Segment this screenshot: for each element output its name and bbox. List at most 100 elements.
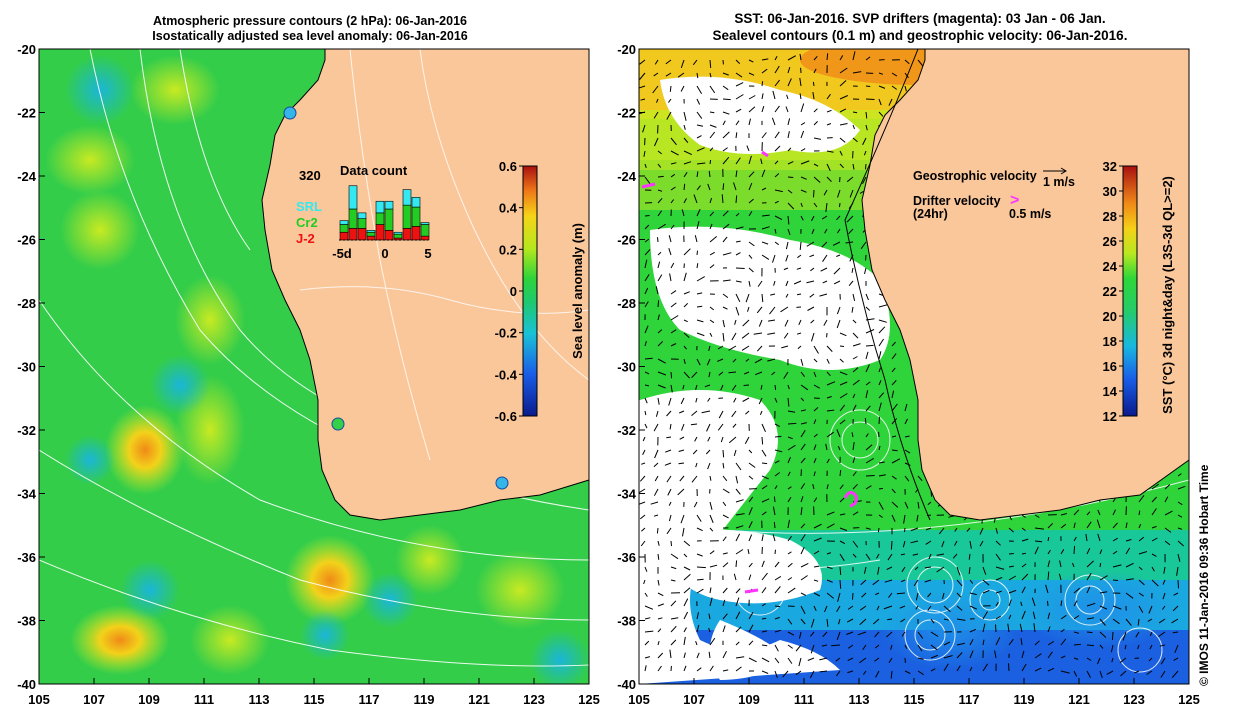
velocity-arrow bbox=[1172, 605, 1179, 612]
velocity-arrow bbox=[865, 433, 869, 438]
velocity-arrow bbox=[852, 511, 859, 516]
velocity-arrow bbox=[891, 449, 898, 452]
velocity-arrow bbox=[748, 95, 756, 100]
velocity-arrow bbox=[1171, 670, 1179, 679]
velocity-arrow bbox=[917, 631, 924, 639]
velocity-arrow bbox=[787, 456, 791, 464]
velocity-arrow bbox=[761, 68, 768, 74]
velocity-arrow bbox=[800, 397, 805, 402]
velocity-arrow bbox=[733, 397, 737, 403]
velocity-arrow bbox=[1073, 615, 1080, 620]
velocity-arrow bbox=[761, 572, 768, 581]
inset-legend-cr2: Cr2 bbox=[296, 215, 318, 230]
velocity-arrow bbox=[1072, 562, 1075, 568]
velocity-arrow bbox=[694, 235, 698, 243]
velocity-arrow bbox=[800, 422, 807, 425]
velocity-arrow bbox=[1047, 612, 1051, 620]
velocity-arrow bbox=[1125, 522, 1128, 529]
velocity-arrow bbox=[742, 319, 750, 327]
y-tick-label: -22 bbox=[17, 106, 36, 121]
velocity-arrow bbox=[1138, 566, 1143, 571]
velocity-arrow bbox=[787, 436, 793, 440]
velocity-arrow bbox=[1112, 550, 1118, 555]
velocity-arrow bbox=[670, 625, 677, 633]
velocity-arrow bbox=[696, 185, 701, 191]
inset-bar-green bbox=[339, 224, 349, 233]
velocity-arrow bbox=[1085, 533, 1088, 542]
velocity-arrow bbox=[1138, 523, 1142, 529]
velocity-arrow bbox=[864, 417, 867, 425]
velocity-arrow bbox=[852, 483, 858, 490]
velocity-arrow bbox=[848, 644, 854, 649]
velocity-arrow bbox=[852, 553, 857, 558]
velocity-arrow bbox=[722, 156, 730, 165]
velocity-arrow bbox=[941, 540, 945, 548]
left-title-line2: Isostatically adjusted sea level anomaly… bbox=[152, 29, 468, 43]
velocity-arrow bbox=[1173, 592, 1179, 596]
velocity-arrow bbox=[761, 475, 769, 480]
velocity-arrow bbox=[774, 644, 779, 652]
velocity-arrow bbox=[1047, 640, 1055, 646]
velocity-arrow bbox=[813, 202, 818, 208]
velocity-arrow bbox=[707, 436, 711, 442]
velocity-arrow bbox=[800, 618, 806, 625]
velocity-arrow bbox=[748, 198, 754, 204]
velocity-arrow bbox=[956, 665, 961, 672]
velocity-arrow bbox=[813, 407, 819, 412]
velocity-arrow bbox=[735, 252, 741, 256]
velocity-arrow bbox=[1099, 644, 1104, 649]
velocity-arrow bbox=[797, 345, 802, 350]
velocity-arrow bbox=[839, 419, 846, 425]
velocity-arrow bbox=[865, 85, 871, 87]
velocity-arrow bbox=[732, 423, 737, 428]
velocity-arrow bbox=[642, 449, 646, 456]
sla-colorbar-ramp bbox=[522, 165, 538, 417]
velocity-arrow bbox=[696, 588, 704, 594]
velocity-arrow bbox=[865, 351, 869, 360]
velocity-arrow bbox=[670, 302, 677, 308]
velocity-arrow bbox=[813, 579, 819, 582]
velocity-arrow bbox=[878, 501, 884, 510]
velocity-arrow bbox=[865, 405, 871, 412]
velocity-arrow bbox=[888, 657, 893, 663]
inset-max-label: 320 bbox=[299, 168, 321, 183]
x-tick-label: 123 bbox=[523, 692, 545, 707]
velocity-arrow bbox=[722, 613, 728, 620]
inset-bar-green bbox=[357, 218, 367, 229]
velocity-arrow bbox=[709, 319, 715, 324]
velocity-arrow bbox=[1060, 549, 1065, 555]
velocity-arrow bbox=[722, 501, 727, 507]
velocity-arrow bbox=[800, 122, 806, 126]
x-tick-label: 119 bbox=[414, 692, 435, 707]
velocity-arrow bbox=[832, 241, 841, 246]
velocity-arrow bbox=[696, 553, 703, 557]
velocity-arrow bbox=[799, 53, 802, 61]
velocity-arrow bbox=[798, 319, 802, 326]
velocity-arrow bbox=[1173, 657, 1179, 661]
y-tick-label: -22 bbox=[617, 106, 636, 121]
velocity-arrow bbox=[785, 280, 789, 287]
velocity-arrow bbox=[657, 553, 660, 560]
velocity-arrow bbox=[1021, 514, 1026, 518]
velocity-arrow bbox=[1099, 618, 1106, 626]
inset-bar-cyan bbox=[420, 222, 430, 225]
velocity-arrow bbox=[1073, 509, 1080, 516]
velocity-arrow bbox=[859, 657, 867, 664]
velocity-arrow bbox=[1097, 657, 1101, 665]
velocity-arrow bbox=[1060, 638, 1067, 646]
velocity-arrow bbox=[928, 553, 932, 560]
velocity-arrow bbox=[924, 579, 932, 583]
velocity-arrow bbox=[1172, 631, 1179, 634]
drifter-track bbox=[744, 588, 759, 594]
inset-bar-cyan bbox=[339, 220, 349, 225]
velocity-arrow bbox=[1112, 537, 1118, 542]
velocity-arrow bbox=[683, 183, 686, 191]
velocity-arrow bbox=[807, 657, 815, 661]
velocity-arrow bbox=[774, 575, 782, 581]
velocity-arrow bbox=[826, 431, 834, 438]
velocity-arrow bbox=[639, 85, 646, 89]
velocity-arrow bbox=[735, 666, 742, 672]
velocity-arrow bbox=[735, 611, 741, 620]
velocity-arrow bbox=[1086, 511, 1091, 516]
inset-x-tick: 5 bbox=[424, 246, 431, 261]
